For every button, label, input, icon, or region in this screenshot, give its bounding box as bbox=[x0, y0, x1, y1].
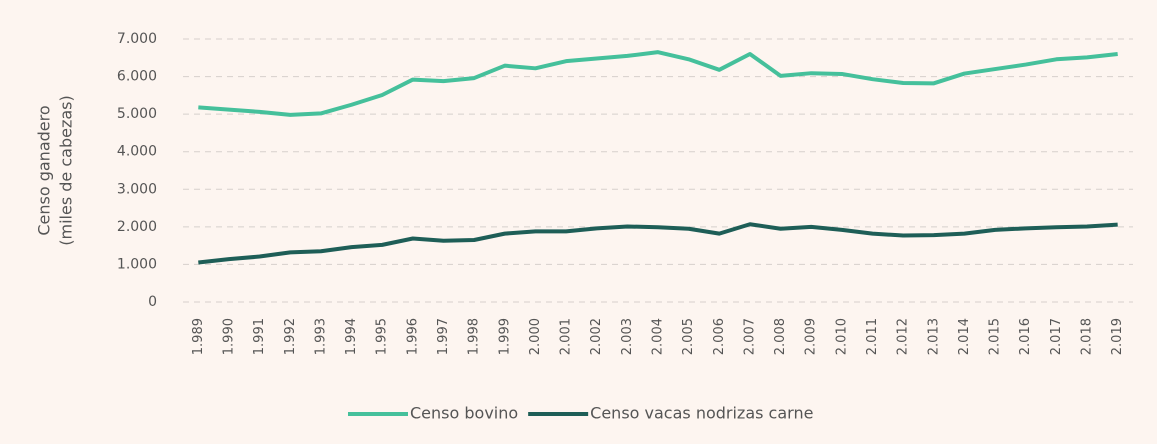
x-tick-label: 2.012 bbox=[896, 318, 911, 355]
y-axis-label: (miles de cabezas) bbox=[57, 95, 76, 245]
x-tick-label: 2.001 bbox=[559, 318, 574, 355]
x-tick-label: 1.997 bbox=[436, 318, 451, 355]
y-tick-label: 0 bbox=[148, 294, 157, 310]
x-tick-label: 1.998 bbox=[467, 318, 482, 355]
x-tick-label: 2.017 bbox=[1049, 318, 1064, 355]
x-tick-label: 2.009 bbox=[804, 318, 819, 355]
y-tick-label: 2.000 bbox=[117, 219, 157, 235]
x-tick-label: 2.007 bbox=[742, 318, 757, 355]
x-tick-label: 2.019 bbox=[1110, 318, 1125, 355]
x-tick-label: 2.014 bbox=[957, 318, 972, 355]
y-axis-label: Censo ganadero bbox=[35, 105, 54, 235]
line-series bbox=[198, 222, 1118, 265]
y-tick-label: 3.000 bbox=[117, 181, 157, 197]
x-tick-label: 2.003 bbox=[620, 318, 635, 355]
x-tick-label: 1.995 bbox=[375, 318, 390, 355]
x-tick-label: 2.015 bbox=[988, 318, 1003, 355]
x-tick-label: 1.990 bbox=[221, 318, 236, 355]
x-tick-label: 2.005 bbox=[681, 318, 696, 355]
y-tick-label: 6.000 bbox=[117, 69, 157, 85]
legend-label: Censo vacas nodrizas carne bbox=[590, 404, 813, 423]
x-tick-label: 1.999 bbox=[497, 318, 512, 355]
y-tick-label: 1.000 bbox=[117, 256, 157, 272]
x-tick-label: 2.010 bbox=[834, 318, 849, 355]
x-tick-label: 1.991 bbox=[252, 318, 267, 355]
y-tick-label: 4.000 bbox=[117, 144, 157, 160]
x-tick-label: 2.006 bbox=[712, 318, 727, 355]
x-tick-label: 1.992 bbox=[283, 318, 298, 355]
legend-label: Censo bovino bbox=[410, 404, 518, 423]
x-tick-label: 2.004 bbox=[651, 318, 666, 355]
x-tick-label: 1.993 bbox=[313, 318, 328, 355]
x-tick-label: 2.008 bbox=[773, 318, 788, 355]
x-tick-label: 2.016 bbox=[1018, 318, 1033, 355]
x-tick-label: 2.018 bbox=[1080, 318, 1095, 355]
x-tick-label: 2.002 bbox=[589, 318, 604, 355]
x-tick-label: 2.013 bbox=[926, 318, 941, 355]
y-tick-label: 7.000 bbox=[117, 31, 157, 47]
x-tick-label: 1.996 bbox=[405, 318, 420, 355]
x-tick-label: 1.989 bbox=[191, 318, 206, 355]
x-tick-label: 2.011 bbox=[865, 318, 880, 355]
y-tick-label: 5.000 bbox=[117, 106, 157, 122]
x-tick-label: 2.000 bbox=[528, 318, 543, 355]
x-tick-label: 1.994 bbox=[344, 318, 359, 355]
line-series bbox=[198, 50, 1118, 117]
